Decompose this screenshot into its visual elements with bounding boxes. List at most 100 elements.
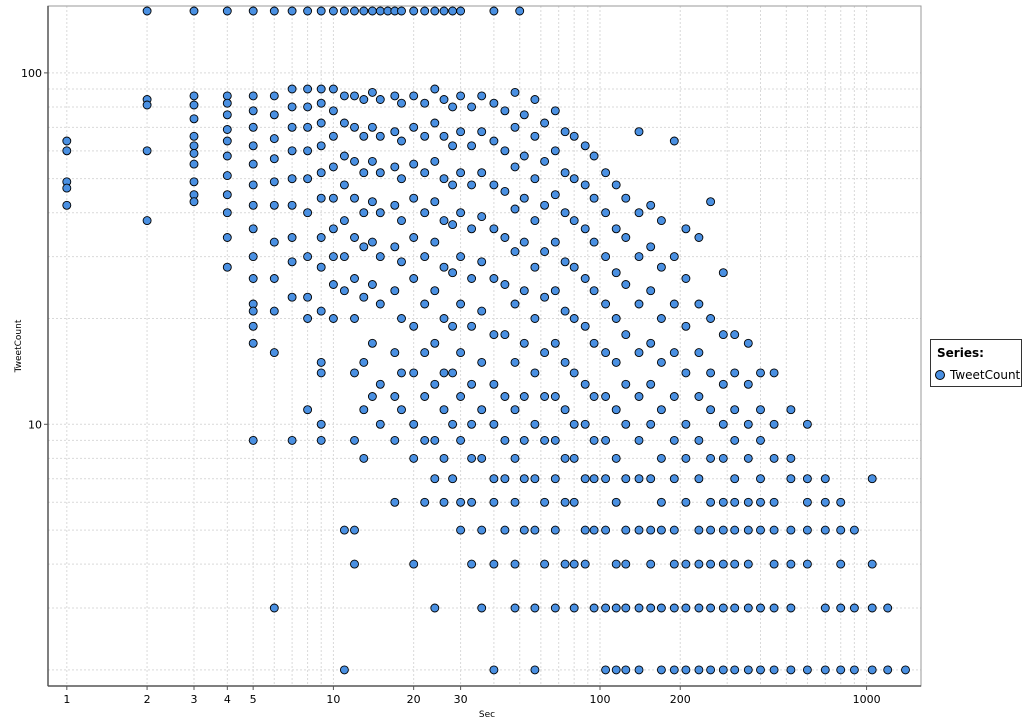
data-point [611, 603, 621, 613]
legend-title: Series: [937, 346, 984, 360]
data-point [397, 216, 406, 226]
data-point [706, 603, 716, 613]
data-point [477, 91, 487, 101]
data-point [560, 559, 570, 569]
data-point [706, 368, 716, 378]
data-point [718, 453, 728, 463]
data-point [589, 392, 599, 401]
data-point [287, 257, 297, 267]
data-point [510, 204, 520, 214]
data-point [359, 242, 369, 252]
data-point [456, 497, 466, 507]
data-point [350, 435, 359, 445]
data-point [489, 98, 499, 108]
data-point [359, 168, 369, 178]
data-point [718, 419, 728, 429]
data-point [510, 497, 520, 507]
data-point [786, 603, 796, 613]
data-point [222, 136, 232, 146]
data-point [580, 141, 590, 151]
data-point [287, 200, 297, 210]
data-point [339, 525, 349, 535]
data-point [269, 348, 279, 358]
data-point [634, 348, 644, 358]
data-point [222, 208, 232, 218]
data-point [62, 136, 72, 146]
data-point [560, 306, 570, 316]
data-point [420, 392, 430, 401]
data-point [540, 559, 550, 569]
data-point [589, 435, 599, 445]
data-point [189, 197, 199, 207]
data-point [621, 280, 631, 289]
data-point [409, 159, 419, 169]
data-point [730, 368, 740, 378]
data-point [350, 559, 359, 569]
data-point [248, 435, 258, 445]
x-tick-label: 2 [144, 693, 151, 706]
y-axis-title: TweetCount [14, 319, 24, 373]
data-point [303, 252, 313, 262]
data-point [350, 156, 359, 166]
data-point [510, 603, 520, 613]
data-point [448, 141, 458, 151]
data-point [248, 321, 258, 331]
data-point [189, 131, 199, 141]
data-point [189, 141, 199, 151]
data-point [328, 252, 338, 262]
data-point [589, 603, 599, 613]
legend-marker-icon [935, 370, 945, 380]
data-point [802, 559, 812, 569]
data-point [580, 180, 590, 190]
data-point [743, 559, 753, 569]
data-point [375, 252, 385, 262]
data-point [303, 405, 313, 415]
data-point [439, 6, 449, 16]
data-point [540, 497, 550, 507]
data-point [448, 180, 458, 190]
data-point [375, 168, 385, 178]
data-point [718, 525, 728, 535]
data-point [350, 274, 359, 283]
data-point [901, 665, 910, 675]
data-point [621, 233, 631, 242]
data-point [420, 299, 430, 309]
data-point [269, 154, 279, 164]
data-point [580, 224, 590, 234]
data-point [456, 525, 466, 535]
data-point [569, 559, 579, 569]
data-point [303, 208, 313, 218]
data-point [439, 216, 449, 226]
data-point [550, 237, 560, 247]
data-point [339, 118, 349, 128]
data-point [467, 497, 477, 507]
data-point [646, 525, 656, 535]
data-point [867, 665, 877, 675]
data-point [569, 131, 579, 141]
data-point [448, 474, 458, 484]
data-point [248, 106, 258, 116]
data-point [510, 405, 520, 415]
x-tick-label: 100 [589, 693, 610, 706]
data-point [611, 314, 621, 323]
data-point [477, 212, 487, 222]
data-point [743, 453, 753, 463]
data-point [519, 525, 529, 535]
data-point [510, 299, 520, 309]
data-point [456, 208, 466, 218]
data-point [540, 392, 550, 401]
y-tick-label: 10 [28, 418, 42, 431]
data-point [189, 100, 199, 110]
data-point [540, 200, 550, 210]
data-point [681, 274, 691, 283]
data-point [569, 603, 579, 613]
data-point [743, 497, 753, 507]
data-point [316, 84, 326, 94]
data-point [611, 559, 621, 569]
data-point [489, 136, 499, 146]
data-point [409, 6, 419, 16]
data-point [142, 146, 152, 156]
data-point [530, 474, 540, 484]
data-point [601, 208, 611, 218]
data-point [867, 603, 877, 613]
